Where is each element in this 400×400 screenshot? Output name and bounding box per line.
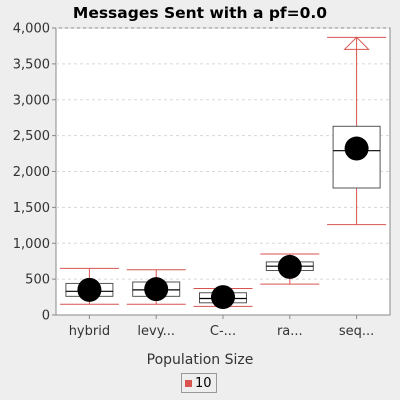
box-mean-marker: [77, 277, 102, 302]
box-mean-marker: [144, 277, 169, 302]
x-axis-label: Population Size: [147, 352, 254, 368]
box-item: [260, 253, 320, 285]
x-axis: hybrid levy... C-... ra... seq...: [69, 315, 374, 339]
x-tick-label: C-...: [210, 324, 236, 339]
y-tick-label: 4,000: [13, 22, 50, 37]
box-item: [126, 269, 186, 305]
y-tick-label: 1,000: [13, 237, 50, 252]
y-tick-label: 500: [25, 273, 50, 288]
x-tick-label: hybrid: [69, 324, 110, 339]
box-item: [327, 36, 387, 226]
legend-swatch: [185, 379, 192, 387]
y-tick-label: 3,500: [13, 57, 50, 72]
x-tick-label: seq...: [339, 324, 374, 339]
y-tick-label: 2,500: [13, 129, 50, 144]
box-outlier-marker: [343, 36, 370, 50]
legend: 10: [181, 373, 217, 393]
y-tick-label: 3,000: [13, 93, 50, 108]
box-mean-marker: [344, 136, 369, 161]
box-item: [193, 285, 253, 310]
box-series: [59, 36, 387, 310]
gridlines: [56, 27, 390, 280]
y-axis: 0 500 1,000 1,500 2,000 2,500 3,000 3,500 4,000: [13, 22, 56, 324]
legend-label: 10: [195, 375, 212, 391]
x-tick-label: ra...: [277, 324, 303, 339]
y-tick-label: 0: [42, 309, 50, 324]
y-tick-label: 2,000: [13, 165, 50, 180]
x-tick-label: levy...: [137, 324, 175, 339]
chart-title: Messages Sent with a pf=0.0: [73, 4, 327, 22]
box-mean-marker: [277, 254, 302, 279]
y-tick-label: 1,500: [13, 201, 50, 216]
box-mean-marker: [211, 285, 235, 310]
box-item: [59, 267, 119, 305]
